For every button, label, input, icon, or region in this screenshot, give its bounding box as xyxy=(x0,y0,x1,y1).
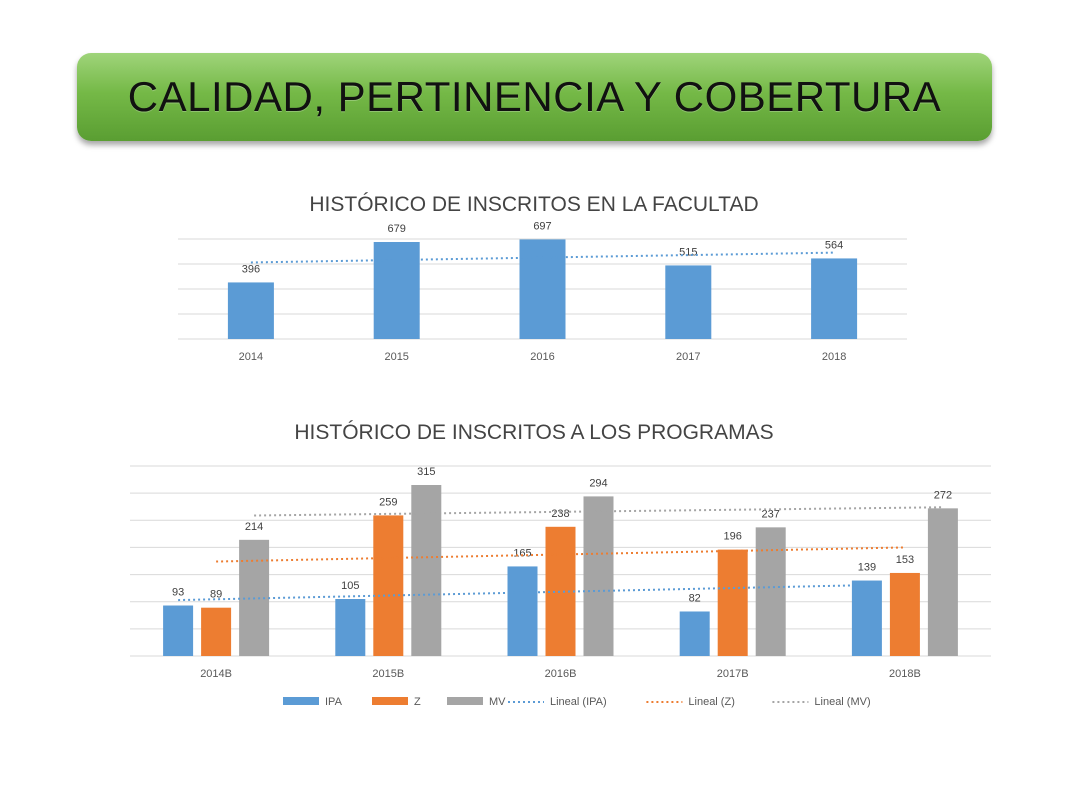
chart1-title: HISTÓRICO DE INSCRITOS EN LA FACULTAD xyxy=(309,193,759,216)
legend-label: Lineal (MV) xyxy=(814,696,870,708)
x-tick-label: 2016 xyxy=(530,351,554,363)
bar-z xyxy=(545,526,576,656)
bar-ipa xyxy=(851,580,882,656)
x-tick-label: 2018 xyxy=(822,351,846,363)
bar xyxy=(373,242,420,339)
trendline xyxy=(250,251,835,264)
bar-mv xyxy=(927,508,958,656)
legend-label: Z xyxy=(414,696,421,708)
data-label: 82 xyxy=(689,592,701,604)
data-label: 294 xyxy=(589,477,607,489)
data-label: 165 xyxy=(513,547,531,559)
data-label: 259 xyxy=(379,496,397,508)
bar-ipa xyxy=(163,605,194,656)
bar xyxy=(811,258,858,339)
x-tick-label: 2016B xyxy=(545,668,577,680)
banner-title: CALIDAD, PERTINENCIA Y COBERTURA xyxy=(127,73,942,120)
bar-z xyxy=(201,607,232,656)
data-label: 564 xyxy=(825,239,843,251)
title-banner: CALIDAD, PERTINENCIA Y COBERTURA xyxy=(77,53,992,141)
bar-mv xyxy=(755,527,786,656)
data-label: 315 xyxy=(417,466,435,478)
bar-z xyxy=(717,549,748,656)
data-label: 93 xyxy=(172,587,184,599)
bar-z xyxy=(373,515,404,656)
x-tick-label: 2014 xyxy=(239,351,263,363)
data-label: 89 xyxy=(210,589,222,601)
data-label: 237 xyxy=(762,508,780,520)
chart-facultad: 396 679 697 515 564 2014 2015 2016 2017 2018 xyxy=(178,220,907,363)
legend-label: Lineal (IPA) xyxy=(550,696,607,708)
bar-mv xyxy=(411,485,442,656)
bar-ipa xyxy=(335,599,366,656)
legend-label: MV xyxy=(489,696,506,708)
bar xyxy=(227,282,274,339)
legend-label: Lineal (Z) xyxy=(688,696,734,708)
bar-mv xyxy=(583,496,614,656)
x-tick-label: 2017 xyxy=(676,351,700,363)
legend-label: IPA xyxy=(325,696,343,708)
x-tick-label: 2014B xyxy=(200,668,232,680)
x-tick-label: 2015 xyxy=(384,351,408,363)
data-label: 139 xyxy=(858,562,876,574)
bar-ipa xyxy=(679,611,710,656)
legend-swatch-z xyxy=(372,697,408,705)
data-label: 679 xyxy=(388,223,406,235)
data-label: 214 xyxy=(245,521,263,533)
bar-ipa xyxy=(507,566,538,656)
bar xyxy=(665,265,712,339)
x-tick-label: 2017B xyxy=(717,668,749,680)
legend-swatch-ipa xyxy=(283,697,319,705)
data-label: 396 xyxy=(242,263,260,275)
x-tick-label: 2015B xyxy=(372,668,404,680)
data-label: 697 xyxy=(533,220,551,232)
data-label: 238 xyxy=(551,508,569,520)
data-label: 272 xyxy=(934,489,952,501)
legend-swatch-mv xyxy=(447,697,483,705)
chart-programas: 93 105 165 82 139 89 259 238 196 153 214 315 294 237 2… xyxy=(130,465,991,708)
x-tick-label: 2018B xyxy=(889,668,921,680)
bar xyxy=(519,239,566,339)
chart2-title: HISTÓRICO DE INSCRITOS A LOS PROGRAMAS xyxy=(294,421,774,444)
data-label: 196 xyxy=(724,531,742,543)
bar-z xyxy=(889,572,920,656)
data-label: 153 xyxy=(896,554,914,566)
data-label: 105 xyxy=(341,580,359,592)
data-label: 515 xyxy=(679,246,697,258)
